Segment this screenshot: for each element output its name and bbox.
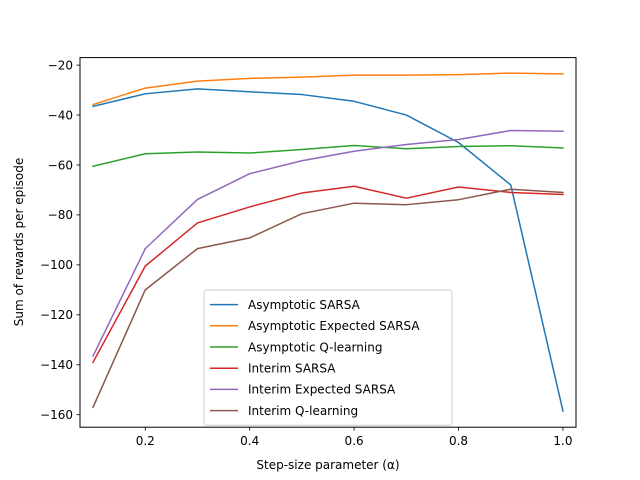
series-line-interim-expected-sarsa <box>92 129 564 358</box>
y-tick-label: −160 <box>40 408 73 422</box>
legend-entry-interim-q-learning: Interim Q-learning <box>210 404 358 418</box>
legend-label: Asymptotic SARSA <box>248 298 361 312</box>
legend-label: Asymptotic Expected SARSA <box>248 319 420 333</box>
legend-entry-asymptotic-q-learning: Asymptotic Q-learning <box>210 340 382 354</box>
plot-frame <box>79 57 577 428</box>
legend-label: Interim SARSA <box>248 362 336 376</box>
x-tick-label: 0.6 <box>345 434 364 448</box>
legend-entry-interim-expected-sarsa: Interim Expected SARSA <box>210 383 396 397</box>
legend-entry-asymptotic-sarsa: Asymptotic SARSA <box>210 298 361 312</box>
y-tick-label: −120 <box>40 308 73 322</box>
y-tick-label: −40 <box>48 108 73 122</box>
y-axis-label: Sum of rewards per episode <box>12 158 26 326</box>
x-tick-label: 0.2 <box>136 434 155 448</box>
legend-label: Asymptotic Q-learning <box>248 340 382 354</box>
series-line-interim-sarsa <box>92 185 564 364</box>
series-lines <box>92 72 564 412</box>
x-tick-label: 1.0 <box>553 434 572 448</box>
y-tick-label: −140 <box>40 358 73 372</box>
y-tick-label: −20 <box>48 58 73 72</box>
legend-entry-asymptotic-expected-sarsa: Asymptotic Expected SARSA <box>210 319 420 333</box>
legend: Asymptotic SARSA Asymptotic Expected SARS… <box>203 289 453 426</box>
legend-label: Interim Q-learning <box>248 404 358 418</box>
x-axis-label: Step-size parameter (α) <box>256 458 399 472</box>
series-line-asymptotic-q-learning <box>92 144 564 168</box>
legend-entry-interim-sarsa: Interim SARSA <box>210 362 336 376</box>
y-tick-label: −100 <box>40 258 73 272</box>
x-tick-label: 0.4 <box>240 434 259 448</box>
y-axis: −160 −140 −120 −100 −80 −60 −40 −20 <box>40 58 80 422</box>
y-tick-label: −80 <box>48 208 73 222</box>
series-line-asymptotic-expected-sarsa <box>92 72 564 106</box>
series-line-interim-q-learning <box>92 188 564 409</box>
y-tick-label: −60 <box>48 158 73 172</box>
x-axis: 0.2 0.4 0.6 0.8 1.0 <box>136 427 572 448</box>
legend-label: Interim Expected SARSA <box>248 383 396 397</box>
series-line-asymptotic-sarsa <box>92 88 564 412</box>
legend-box <box>203 289 453 426</box>
x-tick-label: 0.8 <box>449 434 468 448</box>
